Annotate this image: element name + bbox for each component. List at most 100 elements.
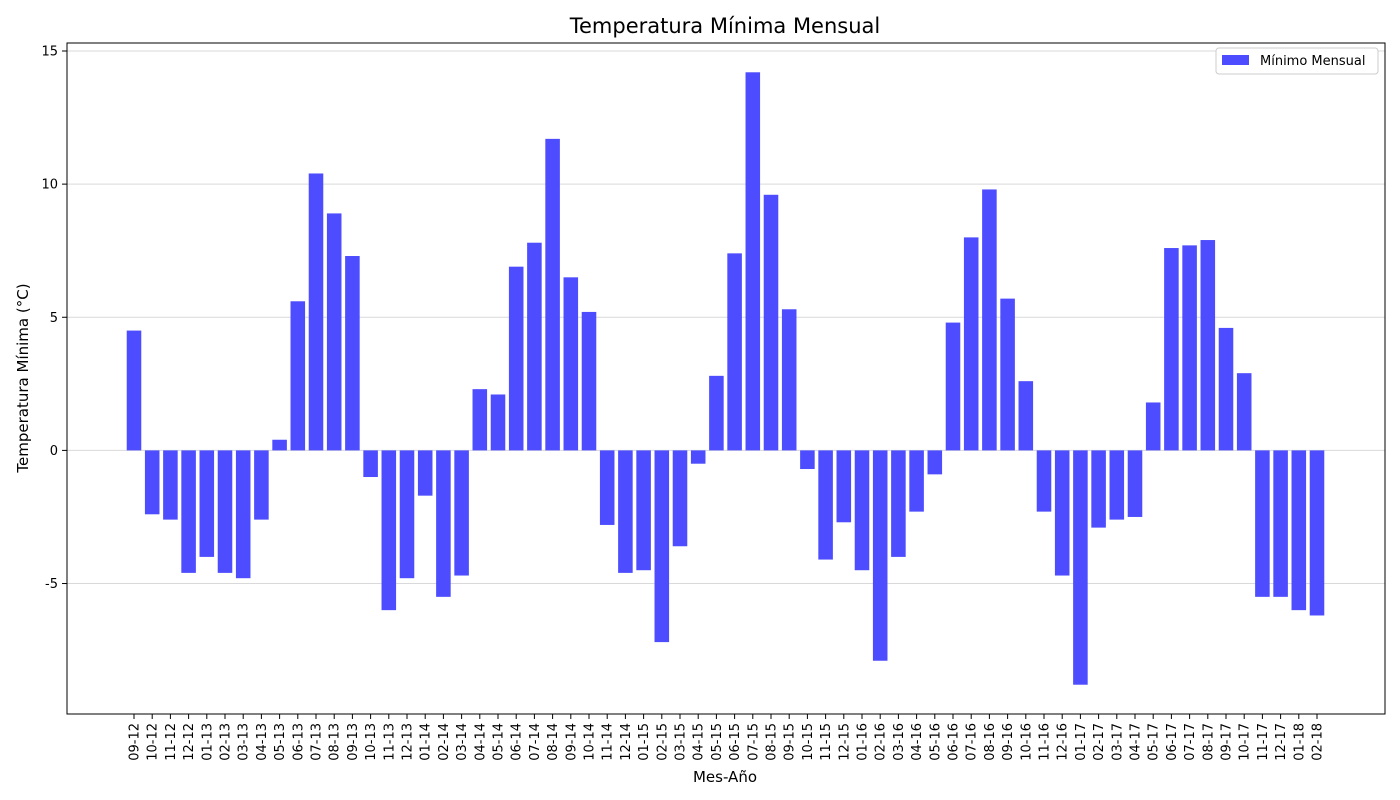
y-tick-label: 0 [50, 444, 58, 459]
y-tick-label: 5 [50, 311, 58, 326]
legend: Mínimo Mensual [1215, 47, 1379, 75]
x-tick-label: 04-17 [1129, 723, 1144, 761]
bar-12-17 [1273, 450, 1288, 597]
x-tick-label: 01-14 [419, 723, 434, 761]
y-tick-label: -5 [45, 577, 58, 592]
x-tick-label: 10-16 [1019, 723, 1034, 761]
bar-07-16 [963, 237, 979, 451]
bar-02-13 [217, 450, 233, 573]
x-tick-label: 09-14 [564, 723, 579, 761]
x-tick-label: 06-17 [1165, 723, 1180, 761]
x-axis-title: Mes-Año [693, 768, 757, 786]
bar-01-15 [636, 450, 651, 571]
x-tick-label: 02-16 [874, 723, 889, 761]
bar-09-15 [781, 309, 797, 451]
x-tick-label: 10-17 [1238, 723, 1253, 761]
bar-05-15 [709, 375, 724, 451]
plot-frame [66, 42, 1386, 715]
x-tick-label: 12-14 [619, 723, 634, 761]
bar-07-15 [745, 72, 761, 451]
bar-06-16 [945, 322, 961, 451]
bar-10-15 [800, 450, 815, 470]
x-tick-label: 08-14 [546, 723, 561, 761]
x-tick-label: 07-16 [965, 723, 980, 761]
bar-08-13 [326, 213, 342, 451]
x-tick-label: 05-17 [1147, 723, 1162, 761]
x-tick-label: 09-12 [128, 723, 143, 761]
x-tick-label: 01-15 [637, 723, 652, 761]
bar-12-12 [181, 450, 196, 573]
chart-title: Temperatura Mínima Mensual [569, 14, 881, 38]
x-tick-label: 03-16 [892, 723, 907, 761]
bar-03-16 [891, 450, 906, 557]
bar-07-13 [308, 173, 324, 451]
bar-11-16 [1036, 450, 1052, 512]
x-tick-label: 02-13 [219, 723, 234, 761]
bar-03-15 [672, 450, 688, 547]
bar-01-17 [1073, 450, 1088, 685]
x-tick-label: 05-13 [273, 723, 288, 761]
x-tick-label: 09-17 [1220, 723, 1235, 761]
x-tick-label: 01-18 [1292, 723, 1307, 761]
bar-01-16 [854, 450, 870, 571]
bar-08-15 [763, 194, 779, 451]
bar-06-15 [727, 253, 742, 451]
bar-08-14 [545, 138, 560, 451]
bar-02-16 [872, 450, 888, 661]
bar-06-14 [508, 266, 524, 451]
bar-08-17 [1200, 240, 1216, 451]
bar-09-16 [1000, 298, 1015, 451]
bar-07-17 [1182, 245, 1197, 451]
bar-01-13 [199, 450, 215, 557]
legend-label: Mínimo Mensual [1260, 54, 1365, 69]
bar-02-14 [436, 450, 451, 597]
bar-10-17 [1236, 373, 1252, 451]
bar-02-18 [1309, 450, 1325, 616]
x-tick-label: 12-16 [1056, 723, 1071, 761]
bar-09-12 [126, 330, 142, 451]
bar-09-17 [1218, 327, 1234, 451]
x-tick-label: 08-16 [983, 723, 998, 761]
bar-10-12 [144, 450, 160, 515]
x-tick-label: 09-16 [1001, 723, 1016, 761]
bar-03-13 [235, 450, 251, 579]
bar-05-14 [490, 394, 506, 451]
x-tick-label: 10-15 [801, 723, 816, 761]
bar-11-14 [599, 450, 615, 525]
bar-09-14 [563, 277, 579, 451]
x-tick-label: 05-14 [492, 723, 507, 761]
legend-frame [1215, 47, 1379, 75]
bar-05-16 [927, 450, 943, 475]
x-tick-label: 02-18 [1311, 723, 1326, 761]
x-tick-label: 03-17 [1110, 723, 1125, 761]
bar-11-15 [818, 450, 833, 560]
bar-05-17 [1145, 402, 1161, 451]
x-tick-label: 12-15 [837, 723, 852, 761]
x-tick-label: 01-16 [856, 723, 871, 761]
x-tick-label: 07-17 [1183, 723, 1198, 761]
bar-03-14 [454, 450, 469, 576]
x-tick-label: 08-17 [1201, 723, 1216, 761]
x-tick-label: 06-13 [291, 723, 306, 761]
x-tick-label: 01-17 [1074, 723, 1089, 761]
x-tick-label: 04-13 [255, 723, 270, 761]
bar-12-15 [836, 450, 852, 523]
bar-12-16 [1054, 450, 1070, 576]
x-tick-label: 08-13 [328, 723, 343, 761]
x-tick-label: 06-16 [947, 723, 962, 761]
bar-04-13 [254, 450, 269, 520]
legend-swatch [1222, 55, 1249, 65]
x-tick-label: 11-14 [601, 723, 616, 761]
bar-12-14 [618, 450, 633, 573]
x-tick-label: 01-13 [200, 723, 215, 761]
bar-06-13 [290, 301, 306, 451]
x-tick-label: 02-15 [655, 723, 670, 761]
x-tick-label: 11-16 [1038, 723, 1053, 761]
x-tick-label: 11-12 [164, 723, 179, 761]
bar-04-16 [909, 450, 924, 512]
x-tick-label: 02-17 [1092, 723, 1107, 761]
bar-08-16 [982, 189, 997, 451]
bar-04-17 [1127, 450, 1143, 517]
